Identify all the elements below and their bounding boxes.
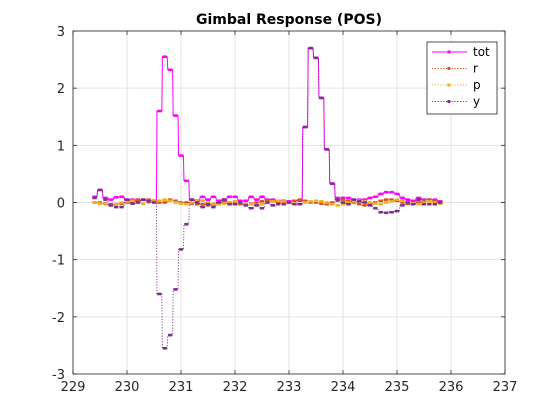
x-tick-label: 234 (331, 380, 356, 395)
x-tick-label: 237 (493, 380, 518, 395)
x-tick-label: 233 (277, 380, 302, 395)
legend-marker-y (447, 100, 451, 103)
legend-marker-p (447, 83, 451, 87)
axis-ticks: 229 230 231 232 233 234 235 236 237 -3 -2 -1 0 1 2 3 (52, 25, 517, 395)
legend-label-y: y (473, 95, 480, 109)
y-tick-label: -3 (52, 368, 65, 383)
y-tick-label: 1 (57, 139, 65, 154)
legend-label-r: r (473, 62, 478, 76)
y-tick-label: 2 (57, 82, 65, 97)
x-tick-label: 231 (169, 380, 194, 395)
legend-marker-tot (447, 50, 451, 54)
x-tick-label: 230 (115, 380, 140, 395)
x-tick-label: 229 (61, 380, 86, 395)
chart-title: Gimbal Response (POS) (196, 12, 382, 28)
legend-marker-r (447, 67, 451, 70)
legend: tot rpy (426, 41, 498, 115)
y-tick-label: -2 (52, 311, 65, 326)
legend-label-tot: tot (473, 45, 490, 59)
series-layer (92, 46, 443, 350)
y-tick-label: -1 (52, 254, 65, 269)
y-tick-label: 3 (57, 25, 65, 40)
series-line-y (92, 47, 443, 349)
y-tick-label: 0 (57, 197, 65, 212)
legend-label-p: p (473, 78, 481, 92)
x-tick-label: 235 (385, 380, 410, 395)
x-tick-label: 236 (439, 380, 464, 395)
x-tick-label: 232 (223, 380, 248, 395)
